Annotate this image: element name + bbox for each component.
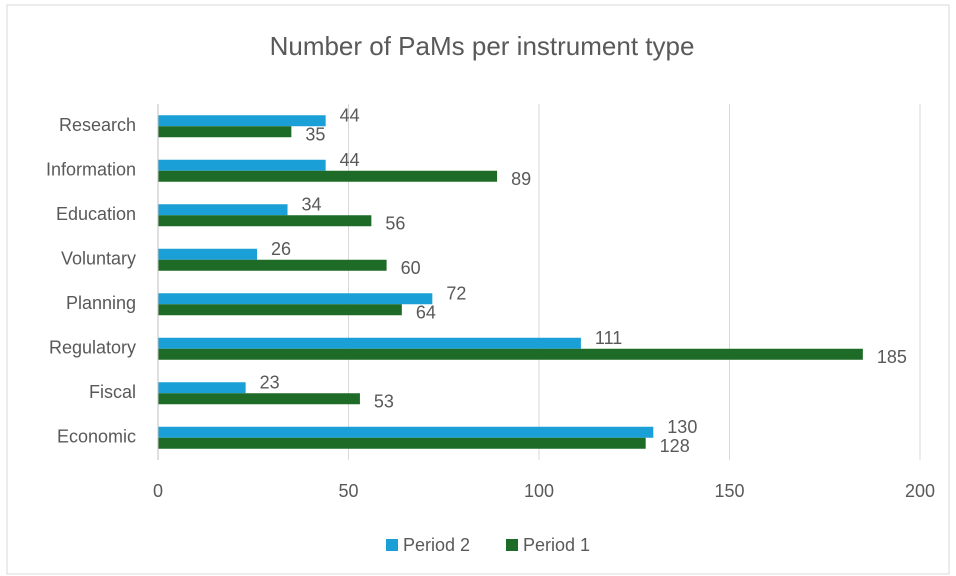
bar (158, 348, 863, 360)
x-tick-label: 50 (338, 481, 358, 501)
y-tick-label: Research (59, 115, 136, 135)
bar (158, 437, 646, 449)
bar (158, 126, 292, 138)
chart-frame (6, 4, 950, 575)
bar (158, 382, 246, 394)
legend-label: Period 2 (403, 535, 470, 555)
bar (158, 337, 581, 349)
x-tick-label: 150 (714, 481, 744, 501)
legend-label: Period 1 (523, 535, 590, 555)
data-label: 26 (271, 239, 291, 259)
y-tick-label: Planning (66, 293, 136, 313)
bar (158, 248, 258, 260)
x-tick-label: 0 (153, 481, 163, 501)
x-tick-label: 200 (905, 481, 935, 501)
y-tick-label: Fiscal (89, 382, 136, 402)
data-label: 185 (877, 347, 907, 367)
data-label: 56 (385, 214, 405, 234)
data-label: 89 (511, 169, 531, 189)
x-tick-label: 100 (524, 481, 554, 501)
bar (158, 393, 360, 405)
bar (158, 115, 326, 127)
y-tick-label: Regulatory (49, 338, 136, 358)
data-label: 44 (340, 150, 360, 170)
data-label: 72 (446, 284, 466, 304)
chart-title: Number of PaMs per instrument type (270, 31, 695, 61)
bar (158, 215, 372, 227)
bar (158, 204, 288, 216)
bar (158, 426, 654, 438)
data-label: 128 (660, 436, 690, 456)
bar (158, 304, 402, 316)
legend-swatch (506, 539, 518, 551)
data-label: 53 (374, 392, 394, 412)
legend-swatch (386, 539, 398, 551)
data-label: 64 (416, 303, 436, 323)
bar (158, 170, 498, 182)
data-label: 23 (260, 373, 280, 393)
y-tick-label: Economic (57, 427, 136, 447)
y-tick-label: Education (56, 204, 136, 224)
y-tick-label: Information (46, 160, 136, 180)
data-label: 60 (401, 258, 421, 278)
bar (158, 259, 387, 271)
data-label: 34 (302, 195, 322, 215)
data-label: 44 (340, 106, 360, 126)
data-label: 111 (595, 328, 622, 348)
data-label: 35 (305, 125, 325, 145)
data-label: 130 (667, 417, 697, 437)
bar (158, 293, 433, 305)
bar (158, 159, 326, 171)
y-tick-label: Voluntary (61, 249, 136, 269)
